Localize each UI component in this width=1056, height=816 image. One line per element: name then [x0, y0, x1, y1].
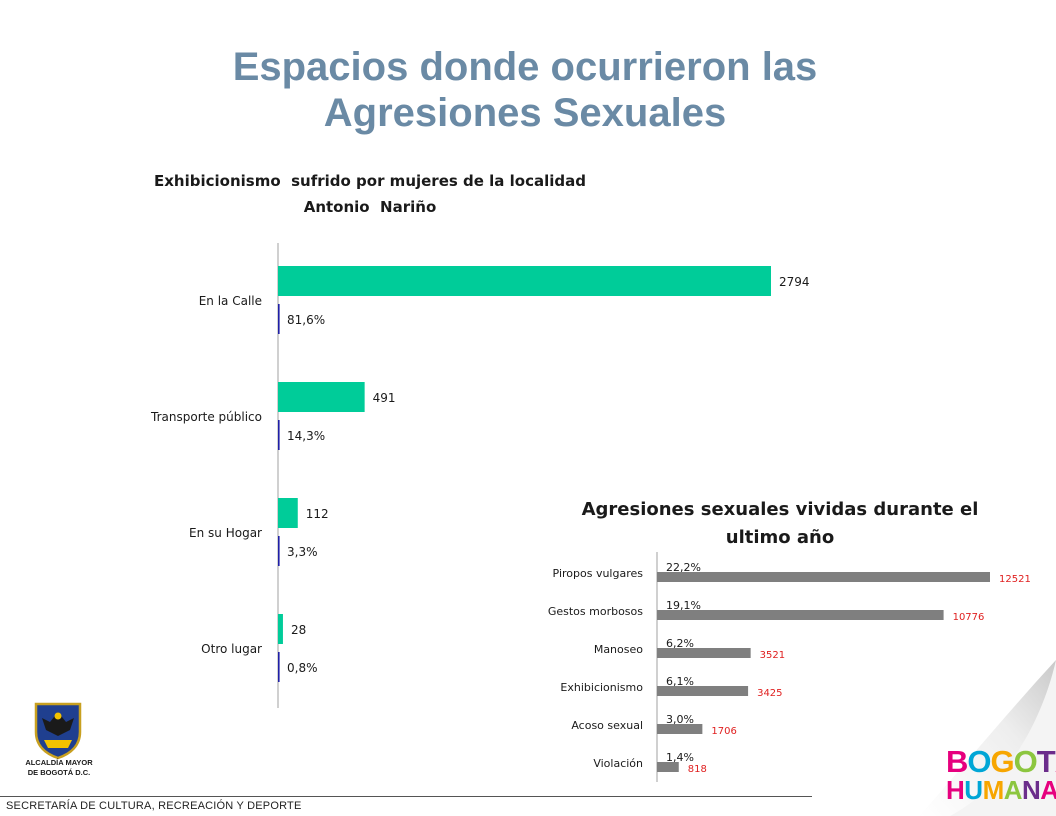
bar-manoseo	[657, 648, 751, 658]
alcaldia-caption-line1: ALCALDÍA MAYOR	[25, 758, 93, 767]
bar-pct-transporte-publico	[278, 420, 280, 450]
value-label-exhibicionismo: 3425	[757, 688, 782, 699]
chart1-title-line2: Antonio Nariño	[303, 198, 437, 216]
alcaldia-caption: ALCALDÍA MAYOR DE BOGOTÁ D.C.	[14, 758, 104, 778]
brand-letter: N	[1022, 775, 1041, 805]
chart1-title: Exhibicionismo sufrido por mujeres de la…	[120, 168, 620, 220]
brand-letter: M	[982, 775, 1005, 805]
slide-title: Espacios donde ocurrieron las Agresiones…	[150, 44, 900, 136]
brand-letter: O	[967, 744, 991, 779]
bar-exhibicionismo	[657, 686, 749, 696]
chart2-title-line2: ultimo año	[725, 527, 835, 548]
brand-letter: Á	[1055, 744, 1056, 779]
brand-letter: G	[990, 744, 1015, 779]
brand-letter: T	[1036, 744, 1056, 779]
chart2-title: Agresiones sexuales vividas durante el u…	[570, 496, 990, 552]
chart2-title-line1: Agresiones sexuales vividas durante el	[581, 499, 979, 520]
bar-count-en-su-hogar	[278, 498, 298, 528]
alcaldia-caption-line2: DE BOGOTÁ D.C.	[27, 768, 91, 777]
slide-title-line2: Agresiones Sexuales	[323, 91, 727, 135]
value-label-gestos-morbosos: 10776	[953, 612, 985, 623]
footer-text: SECRETARÍA DE CULTURA, RECREACIÓN Y DEPO…	[6, 800, 302, 812]
bar-pct-en-su-hogar	[278, 536, 280, 566]
pct-label-gestos-morbosos: 19,1%	[666, 599, 701, 612]
bar-pct-en-la-calle	[278, 304, 280, 334]
brand-letter: O	[1013, 744, 1038, 779]
bar-count-label-en-la-calle: 2794	[779, 275, 810, 289]
bar-count-label-transporte-publico: 491	[373, 391, 396, 405]
bar-count-label-otro-lugar: 28	[291, 623, 306, 637]
value-label-acoso-sexual: 1706	[711, 726, 736, 737]
brand-letter: U	[964, 775, 983, 805]
bar-gestos-morbosos	[657, 610, 944, 620]
pct-label-acoso-sexual: 3,0%	[666, 713, 694, 726]
pct-label-violacion: 1,4%	[666, 751, 694, 764]
bar-pct-otro-lugar	[278, 652, 280, 682]
bar-pct-label-transporte-publico: 14,3%	[287, 429, 325, 443]
bar-pct-label-otro-lugar: 0,8%	[287, 661, 318, 675]
brand-line2: HUMANA	[946, 776, 1056, 804]
footer-divider	[0, 796, 812, 797]
category-label-manoseo: Manoseo	[594, 643, 643, 656]
bogota-crest-icon	[34, 702, 82, 760]
bar-pct-label-en-la-calle: 81,6%	[287, 313, 325, 327]
bar-violacion	[657, 762, 679, 772]
brand-letter: H	[946, 775, 965, 805]
value-label-manoseo: 3521	[760, 650, 785, 661]
pct-label-piropos-vulgares: 22,2%	[666, 561, 701, 574]
category-label-violacion: Violación	[593, 757, 643, 770]
bar-count-en-la-calle	[278, 266, 771, 296]
bar-count-label-en-su-hogar: 112	[306, 507, 329, 521]
bar-count-transporte-publico	[278, 382, 365, 412]
category-label-gestos-morbosos: Gestos morbosos	[548, 605, 643, 618]
category-label-en-su-hogar: En su Hogar	[189, 526, 262, 540]
pct-label-exhibicionismo: 6,1%	[666, 675, 694, 688]
category-label-en-la-calle: En la Calle	[199, 294, 262, 308]
category-label-piropos-vulgares: Piropos vulgares	[553, 567, 644, 580]
category-label-exhibicionismo: Exhibicionismo	[560, 681, 643, 694]
brand-letter: A	[1003, 775, 1023, 805]
slide-title-line1: Espacios donde ocurrieron las	[232, 45, 818, 89]
bar-pct-label-en-su-hogar: 3,3%	[287, 545, 318, 559]
value-label-violacion: 818	[688, 764, 707, 775]
value-label-piropos-vulgares: 12521	[999, 574, 1031, 585]
chart1-title-line1: Exhibicionismo sufrido por mujeres de la…	[154, 172, 586, 190]
category-label-transporte-publico: Transporte público	[150, 410, 262, 424]
bar-piropos-vulgares	[657, 572, 990, 582]
category-label-otro-lugar: Otro lugar	[201, 642, 262, 656]
pct-label-manoseo: 6,2%	[666, 637, 694, 650]
category-label-acoso-sexual: Acoso sexual	[571, 719, 643, 732]
bar-acoso-sexual	[657, 724, 703, 734]
bogota-humana-logo: BOGOTÁ HUMANA	[946, 746, 1056, 804]
bar-count-otro-lugar	[278, 614, 283, 644]
brand-letter: B	[946, 744, 968, 779]
brand-line1: BOGOTÁ	[946, 746, 1056, 777]
brand-letter: A	[1040, 775, 1056, 805]
page-curl-decoration	[920, 660, 1056, 816]
